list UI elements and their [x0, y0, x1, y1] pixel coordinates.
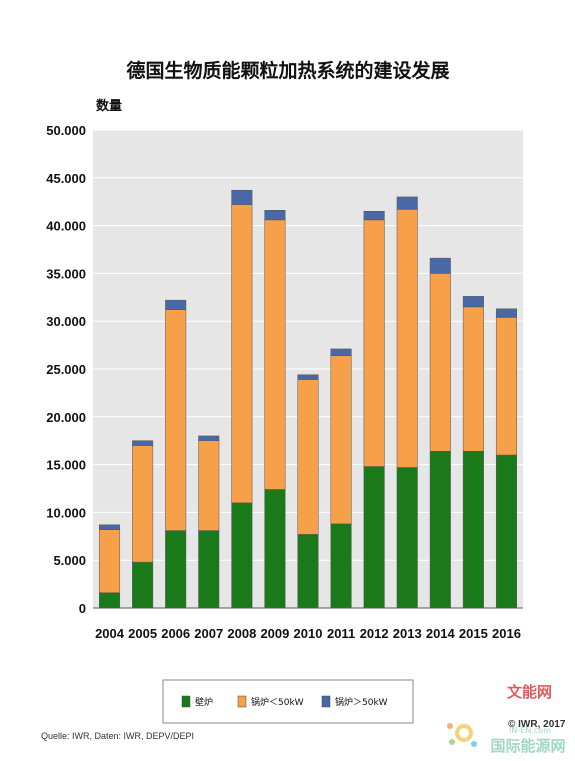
bar-segment-1: [429, 450, 451, 609]
legend-swatch: [321, 695, 331, 708]
y-tick-labels: 0 5.000 10.000 15.000 20.000 25.000 30.000 35.0…: [46, 123, 86, 616]
y-tick-label: 40.000: [46, 219, 86, 234]
y-tick-label: 10.000: [46, 505, 86, 520]
bar-segment-2: [99, 529, 121, 593]
y-tick-label: 5.000: [53, 553, 86, 568]
watermark-name: 国际能源网: [490, 737, 565, 755]
bar-segment-2: [330, 355, 352, 525]
legend-item: 壁炉: [181, 695, 213, 708]
bar-segment-1: [330, 523, 352, 609]
y-tick-label: 20.000: [46, 410, 86, 425]
bar-segment-3: [264, 210, 286, 221]
y-tick-label: 35.000: [46, 266, 86, 281]
bar-segment-1: [165, 530, 187, 609]
bar-segment-2: [165, 309, 187, 531]
bar-segment-3: [396, 196, 418, 210]
x-tick-label: 2013: [393, 626, 422, 641]
bar-segment-2: [429, 273, 451, 452]
copyright-note: © IWR, 2017: [508, 719, 566, 730]
bar-segment-2: [363, 219, 385, 467]
watermark-domain: IN-EN.com: [509, 726, 551, 735]
source-note: Quelle: IWR, Daten: IWR, DEPV/DEPI: [41, 731, 194, 741]
watermark-top-text: 文能网: [507, 683, 552, 701]
bar-segment-3: [297, 374, 319, 380]
legend-label: 壁炉: [195, 696, 213, 708]
x-tick-labels: 2004 2005 2006 2007 2008 2009 2010 2011 2012 2013…: [95, 626, 521, 641]
bar-segment-2: [264, 219, 286, 490]
bar-segment-2: [462, 306, 484, 452]
x-tick-label: 2009: [260, 626, 289, 641]
chart-title: 德国生物质能颗粒加热系统的建设发展: [126, 59, 449, 82]
bar-segment-1: [495, 454, 517, 609]
bar-segment-3: [330, 348, 352, 356]
bar-segment-3: [132, 440, 154, 446]
y-tick-label: 45.000: [46, 171, 86, 186]
y-tick-label: 0: [79, 601, 86, 616]
y-tick-label: 15.000: [46, 458, 86, 473]
watermark: 文能网 IN-EN.com 国际能源网: [447, 683, 566, 755]
x-tick-label: 2005: [128, 626, 157, 641]
bar-segment-1: [99, 592, 121, 609]
legend-item: 锅炉＞50kW: [321, 695, 388, 708]
bar-segment-3: [429, 257, 451, 274]
x-tick-label: 2004: [95, 626, 125, 641]
legend-items: 壁炉 锅炉＜50kW 锅炉＞50kW: [181, 695, 388, 708]
x-tick-label: 2016: [492, 626, 521, 641]
bar-segment-1: [462, 450, 484, 609]
bar-segment-1: [198, 530, 220, 609]
bar-segment-3: [462, 296, 484, 308]
legend-label: 锅炉＞50kW: [335, 696, 388, 708]
bar-segment-2: [198, 440, 220, 531]
bar-segment-2: [132, 445, 154, 563]
bar-segment-2: [297, 379, 319, 535]
y-tick-label: 25.000: [46, 362, 86, 377]
legend-label: 锅炉＜50kW: [251, 696, 304, 708]
x-tick-label: 2007: [194, 626, 223, 641]
x-tick-label: 2010: [294, 626, 323, 641]
x-tick-label: 2014: [426, 626, 456, 641]
bar-segment-3: [363, 211, 385, 221]
x-tick-label: 2008: [227, 626, 256, 641]
x-tick-label: 2015: [459, 626, 488, 641]
y-tick-label: 50.000: [46, 123, 86, 138]
bar-segment-1: [363, 466, 385, 609]
legend-box: [162, 679, 414, 724]
bar-segment-2: [396, 209, 418, 468]
bar-segment-3: [165, 299, 187, 310]
x-tick-label: 2012: [360, 626, 389, 641]
bar-segment-1: [231, 502, 253, 609]
bar-segment-2: [495, 317, 517, 456]
bar-segment-1: [132, 561, 154, 609]
bar-segment-1: [264, 489, 286, 609]
bar-segment-3: [198, 435, 220, 441]
bar-segment-3: [495, 308, 517, 318]
legend-swatch: [181, 695, 191, 708]
x-tick-label: 2011: [327, 626, 355, 641]
bar-segment-1: [396, 467, 418, 609]
watermark-logo-icon: [447, 723, 477, 747]
legend-item: 锅炉＜50kW: [237, 695, 304, 708]
bar-segment-3: [99, 524, 121, 530]
bars: [99, 189, 517, 609]
y-tick-label: 30.000: [46, 314, 86, 329]
legend-swatch: [237, 695, 247, 708]
legend: 壁炉 锅炉＜50kW 锅炉＞50kW: [162, 679, 414, 724]
bar-segment-3: [231, 189, 253, 205]
bar-segment-2: [231, 204, 253, 504]
x-tick-label: 2006: [161, 626, 190, 641]
bar-segment-1: [297, 534, 319, 609]
y-axis-label: 数量: [96, 98, 122, 114]
